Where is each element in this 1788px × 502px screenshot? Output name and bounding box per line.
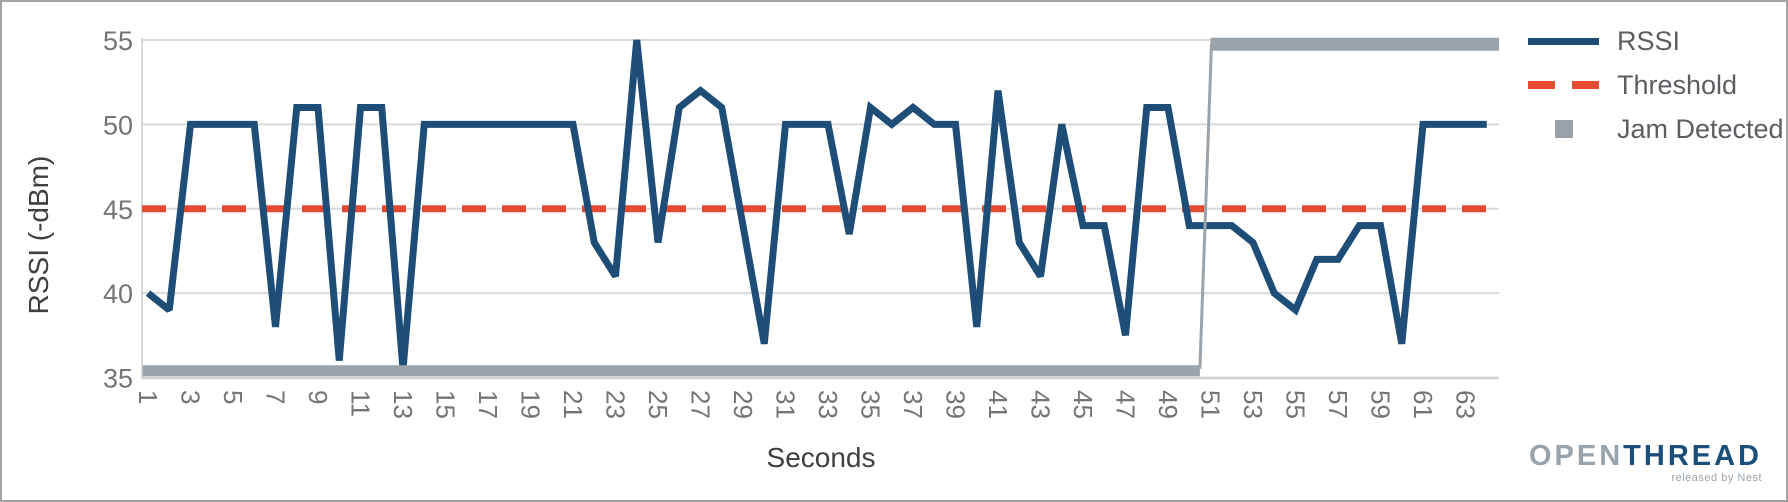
x-tick-label-61: 61 [1408, 390, 1438, 419]
x-tick-label-33: 33 [813, 390, 843, 419]
x-tick-label-43: 43 [1026, 390, 1056, 419]
x-tick-label-47: 47 [1111, 390, 1141, 419]
openthread-logo: OPENTHREAD released by Nest [1529, 442, 1762, 484]
x-tick-label-39: 39 [941, 390, 971, 419]
x-tick-label-57: 57 [1323, 390, 1353, 419]
x-tick-label-19: 19 [516, 390, 546, 419]
x-tick-label-51: 51 [1196, 390, 1226, 419]
legend-label-rssi: RSSI [1617, 25, 1681, 56]
x-axis-title: Seconds [766, 442, 876, 473]
x-tick-label-35: 35 [856, 390, 886, 419]
x-tick-label-63: 63 [1451, 390, 1481, 419]
logo-thread-text: THREAD [1623, 440, 1762, 472]
x-tick-label-27: 27 [686, 390, 716, 419]
x-tick-label-49: 49 [1153, 390, 1183, 419]
legend-label-threshold: Threshold [1617, 69, 1738, 100]
logo-tagline: released by Nest [1671, 472, 1762, 484]
x-tick-label-59: 59 [1366, 390, 1396, 419]
x-tick-label-53: 53 [1238, 390, 1268, 419]
x-tick-label-23: 23 [601, 390, 631, 419]
x-tick-label-29: 29 [728, 390, 758, 419]
x-tick-label-21: 21 [558, 390, 588, 419]
x-tick-label-13: 13 [388, 390, 418, 419]
logo-open-text: OPEN [1528, 440, 1624, 472]
jam-square-swatch [1528, 115, 1599, 143]
threshold-dash-swatch [1528, 71, 1599, 99]
y-tick-label-50: 50 [103, 110, 133, 140]
x-tick-label-11: 11 [346, 390, 376, 417]
rssi-line-swatch [1528, 27, 1599, 55]
x-tick-label-1: 1 [133, 390, 163, 404]
x-tick-label-25: 25 [643, 390, 673, 419]
rssi-line [145, 39, 1487, 370]
x-tick-label-17: 17 [473, 390, 503, 419]
legend-item-rssi: RSSI [1528, 25, 1681, 56]
x-tick-label-41: 41 [983, 390, 1013, 419]
x-tick-label-15: 15 [431, 390, 461, 419]
x-tick-label-55: 55 [1281, 390, 1311, 419]
y-tick-label-45: 45 [103, 195, 133, 225]
jam-transition-connector [1198, 44, 1213, 369]
y-tick-label-35: 35 [103, 364, 133, 394]
legend-item-threshold: Threshold [1528, 69, 1738, 100]
legend-label-jam: Jam Detected [1617, 113, 1784, 144]
x-tick-label-9: 9 [303, 390, 333, 404]
x-tick-label-5: 5 [218, 390, 248, 404]
y-tick-label-40: 40 [103, 279, 133, 309]
x-tick-label-7: 7 [261, 390, 291, 404]
x-tick-label-37: 37 [898, 390, 928, 419]
y-axis-title: RSSI (-dBm) [23, 155, 54, 315]
x-tick-label-3: 3 [176, 390, 206, 404]
legend-item-jam: Jam Detected [1528, 113, 1784, 144]
x-tick-label-31: 31 [771, 390, 801, 419]
x-tick-label-45: 45 [1068, 390, 1098, 419]
y-tick-label-55: 55 [103, 26, 133, 56]
